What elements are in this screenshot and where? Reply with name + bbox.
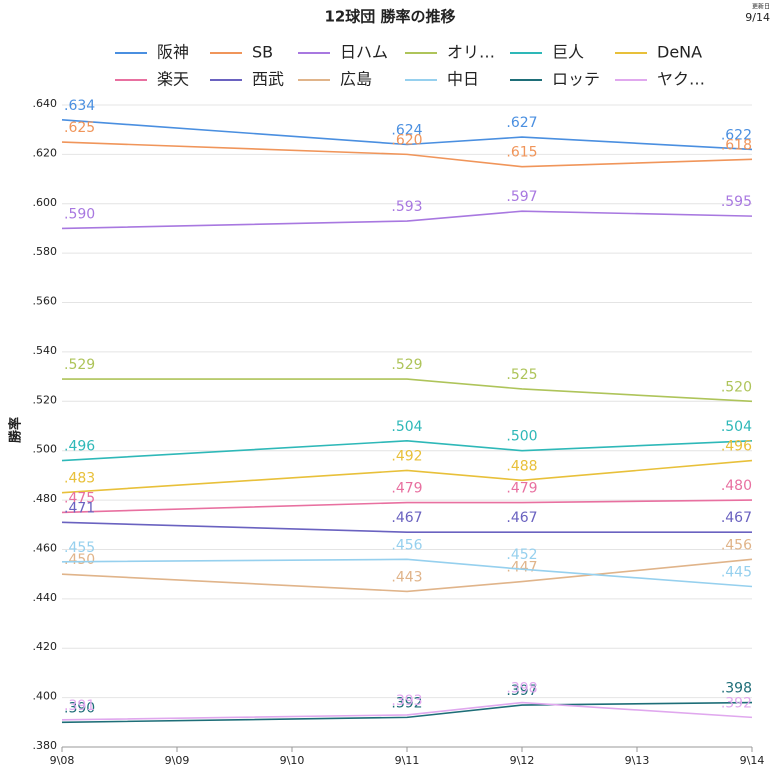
data-label: .504 (721, 419, 752, 435)
data-label: .398 (721, 681, 752, 697)
update-label: 更新日 (752, 3, 770, 11)
series-line (61, 558, 753, 593)
data-label: .620 (391, 132, 422, 148)
series-line (61, 701, 753, 724)
data-label: .443 (391, 569, 422, 585)
data-label: .622 (721, 127, 752, 143)
data-label: .483 (64, 471, 95, 487)
y-tick-label: .440 (33, 591, 58, 604)
series-line (61, 440, 753, 462)
update-date: 9/14 (745, 11, 770, 24)
data-label: .504 (391, 419, 422, 435)
data-label: .392 (391, 695, 422, 711)
legend-label: DeNA (657, 43, 702, 62)
x-tick-label: 9\12 (510, 754, 535, 767)
data-label: .496 (64, 439, 95, 455)
data-label: .634 (64, 98, 95, 114)
data-label: .595 (721, 194, 752, 210)
data-label: .525 (506, 367, 537, 383)
data-label: .450 (64, 552, 95, 568)
data-label: .479 (391, 481, 422, 497)
y-tick-label: .400 (33, 690, 58, 703)
data-label: .615 (506, 145, 537, 161)
x-tick-label: 9\11 (395, 754, 420, 767)
legend-label: 日ハム (340, 43, 388, 62)
y-tick-label: .380 (33, 739, 58, 752)
data-label: .529 (391, 357, 422, 373)
series-line (61, 499, 753, 514)
data-label: .624 (391, 123, 422, 139)
data-label: .456 (721, 537, 752, 553)
series-line (62, 378, 753, 403)
legend-label: SB (252, 43, 273, 62)
x-tick-label: 9\10 (280, 754, 305, 767)
data-label: .625 (64, 120, 95, 136)
y-tick-label: .500 (33, 443, 58, 456)
data-label: .500 (506, 429, 537, 445)
legend-label: 楽天 (157, 70, 189, 89)
data-label: .475 (64, 490, 95, 506)
y-tick-label: .460 (33, 541, 58, 554)
x-tick-label: 9\09 (165, 754, 190, 767)
series-line (61, 701, 753, 721)
data-label: .627 (506, 115, 537, 131)
data-label: .618 (721, 137, 752, 153)
y-axis-label: 勝率 (8, 417, 24, 443)
data-label: .392 (721, 695, 752, 711)
data-label: .390 (64, 700, 95, 716)
data-label: .445 (721, 565, 752, 581)
series-line (61, 119, 753, 151)
data-label: .456 (391, 537, 422, 553)
legend-label: 西武 (252, 70, 284, 89)
data-label: .496 (721, 439, 752, 455)
y-tick-label: .560 (33, 295, 58, 308)
y-tick-label: .640 (33, 97, 58, 110)
series-line (61, 141, 753, 168)
data-label: .467 (506, 510, 537, 526)
y-tick-label: .620 (33, 146, 58, 159)
legend-label: オリ… (447, 43, 495, 62)
series-line (61, 459, 753, 494)
data-label: .397 (506, 683, 537, 699)
y-tick-label: .420 (33, 640, 58, 653)
data-label: .455 (64, 540, 95, 556)
data-label: .480 (721, 478, 752, 494)
chart-title: 12球団 勝率の推移 (324, 8, 455, 26)
x-tick-label: 9\08 (50, 754, 75, 767)
legend-label: ヤク… (657, 70, 705, 89)
y-tick-label: .540 (33, 344, 58, 357)
data-label: .471 (64, 500, 95, 516)
data-label: .492 (391, 448, 422, 464)
data-label: .593 (391, 199, 422, 215)
data-label: .467 (391, 510, 422, 526)
data-label: .529 (64, 357, 95, 373)
x-tick-label: 9\13 (625, 754, 650, 767)
data-label: .520 (721, 379, 752, 395)
data-label: .398 (506, 681, 537, 697)
data-label: .393 (391, 693, 422, 709)
legend-label: 巨人 (552, 43, 584, 62)
legend-label: ロッテ (552, 70, 600, 89)
y-tick-label: .520 (33, 393, 58, 406)
series-line (61, 558, 753, 588)
data-label: .452 (506, 547, 537, 563)
y-tick-label: .480 (33, 492, 58, 505)
x-tick-label: 9\14 (740, 754, 765, 767)
legend-label: 中日 (447, 70, 479, 89)
y-tick-label: .600 (33, 196, 58, 209)
data-label: .467 (721, 510, 752, 526)
series-line (61, 210, 753, 230)
legend-label: 広島 (340, 70, 372, 89)
data-label: .590 (64, 206, 95, 222)
data-label: .488 (506, 458, 537, 474)
legend-label: 阪神 (157, 43, 189, 62)
data-label: .447 (506, 560, 537, 576)
series-line (61, 521, 752, 533)
data-label: .597 (506, 189, 537, 205)
data-label: .391 (64, 698, 95, 714)
data-label: .479 (506, 481, 537, 497)
y-tick-label: .580 (33, 245, 58, 258)
